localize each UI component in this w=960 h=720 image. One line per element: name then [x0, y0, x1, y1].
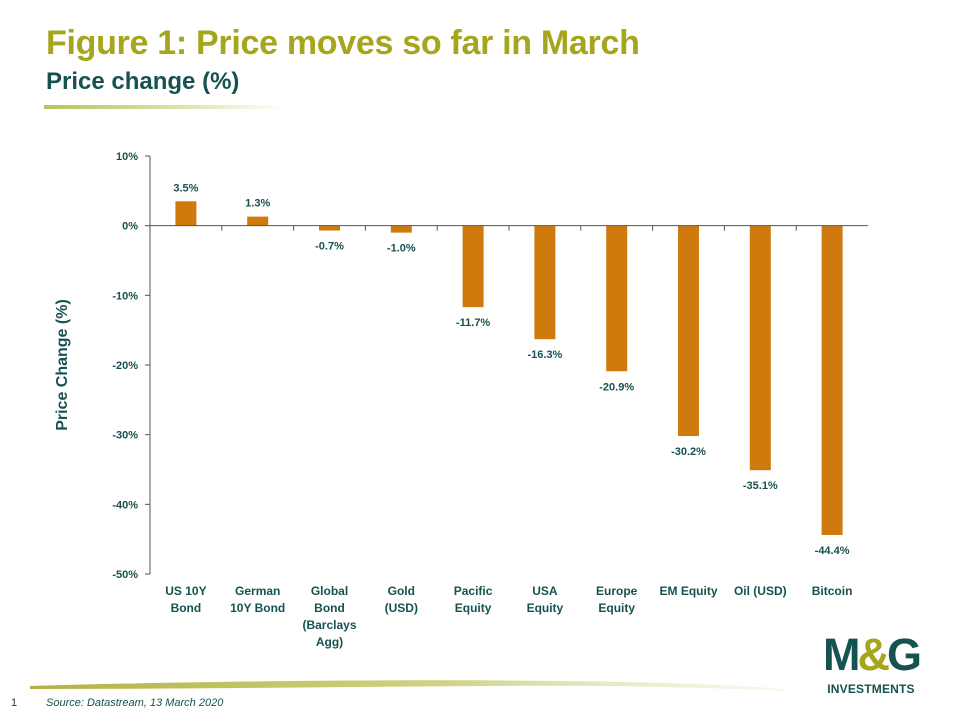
category-label: Equity — [455, 601, 492, 615]
category-label: German — [235, 584, 280, 598]
data-labels: 3.5% 1.3% -0.7% -1.0% -11.7% -16.3% -20.9% -30.… — [173, 182, 849, 557]
category-label: Agg) — [316, 635, 343, 649]
y-axis-title: Price Change (%) — [54, 299, 71, 431]
category-label: Bitcoin — [812, 584, 853, 598]
data-label: -35.1% — [743, 480, 778, 492]
category-label: EM Equity — [659, 584, 717, 598]
footer-swoosh — [30, 680, 785, 691]
y-tick-label: -40% — [112, 499, 138, 511]
data-label: -20.9% — [599, 381, 634, 393]
y-tick-label: -50% — [112, 569, 138, 581]
chart-title: Figure 1: Price moves so far in March — [46, 24, 640, 62]
bar — [462, 225, 484, 308]
category-label: Oil (USD) — [734, 584, 787, 598]
data-label: 3.5% — [173, 182, 198, 194]
bar — [606, 225, 628, 372]
page-number: 1 — [11, 697, 18, 709]
data-label: -11.7% — [456, 317, 490, 329]
category-label: Equity — [598, 601, 635, 615]
category-label: Europe — [596, 584, 638, 598]
logo-wordmark: INVESTMENTS — [827, 682, 915, 696]
category-label: Global — [311, 584, 348, 598]
category-label: (USD) — [385, 601, 418, 615]
category-label: US 10Y — [165, 584, 206, 598]
y-tick-label: -10% — [112, 290, 138, 302]
y-tick-label: -20% — [112, 360, 138, 372]
bar — [319, 225, 340, 231]
bar — [821, 225, 843, 535]
bar — [247, 216, 269, 226]
title-underline — [44, 105, 284, 109]
bar — [534, 225, 556, 340]
x-axis-labels: US 10Y Bond German 10Y Bond Global Bond (Barcl… — [165, 225, 853, 649]
data-label: -0.7% — [315, 241, 344, 253]
data-label: -44.4% — [815, 545, 850, 557]
mg-investments-logo: M&G INVESTMENTS — [808, 630, 934, 700]
y-axis-ticks: 10% 0% -10% -20% -30% -40% -50% — [112, 151, 150, 581]
y-tick-label: 10% — [116, 151, 138, 163]
data-label: -16.3% — [527, 349, 562, 361]
data-label: -1.0% — [387, 243, 416, 255]
category-label: 10Y Bond — [230, 601, 285, 615]
data-label: -30.2% — [671, 446, 706, 458]
logo-mark: M&G — [822, 629, 922, 680]
source-note: Source: Datastream, 13 March 2020 — [46, 697, 224, 709]
category-label: USA — [532, 584, 558, 598]
bar — [390, 225, 412, 233]
y-tick-label: -30% — [112, 430, 138, 442]
y-tick-label: 0% — [122, 221, 138, 233]
chart-subtitle: Price change (%) — [46, 68, 240, 95]
category-label: Equity — [527, 601, 564, 615]
category-label: Bond — [314, 601, 345, 615]
data-label: 1.3% — [245, 198, 270, 210]
bar — [175, 201, 197, 226]
category-label: Pacific — [454, 584, 493, 598]
bar — [678, 225, 699, 437]
bar — [749, 225, 771, 471]
category-label: Bond — [171, 601, 202, 615]
category-label: (Barclays — [302, 618, 356, 632]
bars — [175, 201, 843, 535]
category-label: Gold — [388, 584, 415, 598]
